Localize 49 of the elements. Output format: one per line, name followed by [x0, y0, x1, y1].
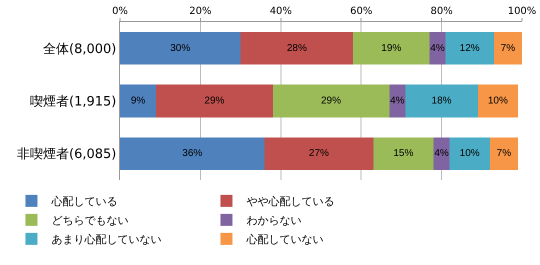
bar [478, 84, 518, 118]
data-label: 19% [381, 42, 402, 54]
data-label: 30% [170, 42, 190, 54]
bar [450, 137, 490, 170]
data-label: 10% [460, 148, 480, 160]
y-tick-label: 非喫煙者(6,085) [17, 147, 116, 162]
data-label: 15% [393, 148, 414, 160]
x-tick-label: 0% [112, 6, 128, 17]
data-label: 36% [182, 148, 202, 160]
bar [120, 137, 265, 170]
bar [490, 137, 518, 170]
legend-label: あまり心配していない [51, 233, 162, 246]
x-tick-label: 100% [508, 6, 536, 17]
legend-label: どちらでもない [51, 214, 128, 228]
y-tick-label: 喫煙者(1,915) [30, 94, 116, 110]
x-tick-label: 20% [189, 6, 212, 17]
data-label: 4% [390, 96, 405, 106]
data-label: 9% [130, 96, 146, 106]
bar [272, 84, 390, 118]
bar [353, 32, 430, 65]
bar [156, 84, 273, 118]
bar [405, 84, 478, 118]
data-label: 18% [432, 96, 452, 106]
bar [389, 84, 406, 118]
x-tick-label: 40% [270, 6, 292, 17]
legend-label: わからない [246, 214, 302, 228]
legend-label: やや心配している [246, 195, 334, 208]
bar [494, 32, 522, 65]
bar [264, 137, 374, 170]
legend-label: 心配している [50, 195, 118, 208]
bar [446, 32, 494, 65]
data-label: 4% [434, 148, 449, 160]
data-label: 27% [308, 148, 330, 160]
bar [120, 84, 156, 118]
data-label: 4% [430, 42, 445, 54]
data-label: 7% [496, 148, 512, 160]
data-label: 28% [286, 42, 307, 54]
data-label: 29% [320, 96, 342, 106]
bar [240, 32, 354, 65]
data-label: 12% [460, 42, 480, 54]
bar [373, 137, 434, 170]
data-label: 7% [500, 42, 516, 54]
data-label: 10% [488, 96, 508, 106]
bar [120, 32, 241, 65]
data-label: 29% [204, 96, 225, 106]
x-tick-label: 60% [350, 6, 372, 17]
x-tick-label: 80% [430, 6, 453, 17]
legend-label: 心配していない [245, 233, 324, 246]
y-tick-label: 全体(8,000) [43, 42, 116, 57]
